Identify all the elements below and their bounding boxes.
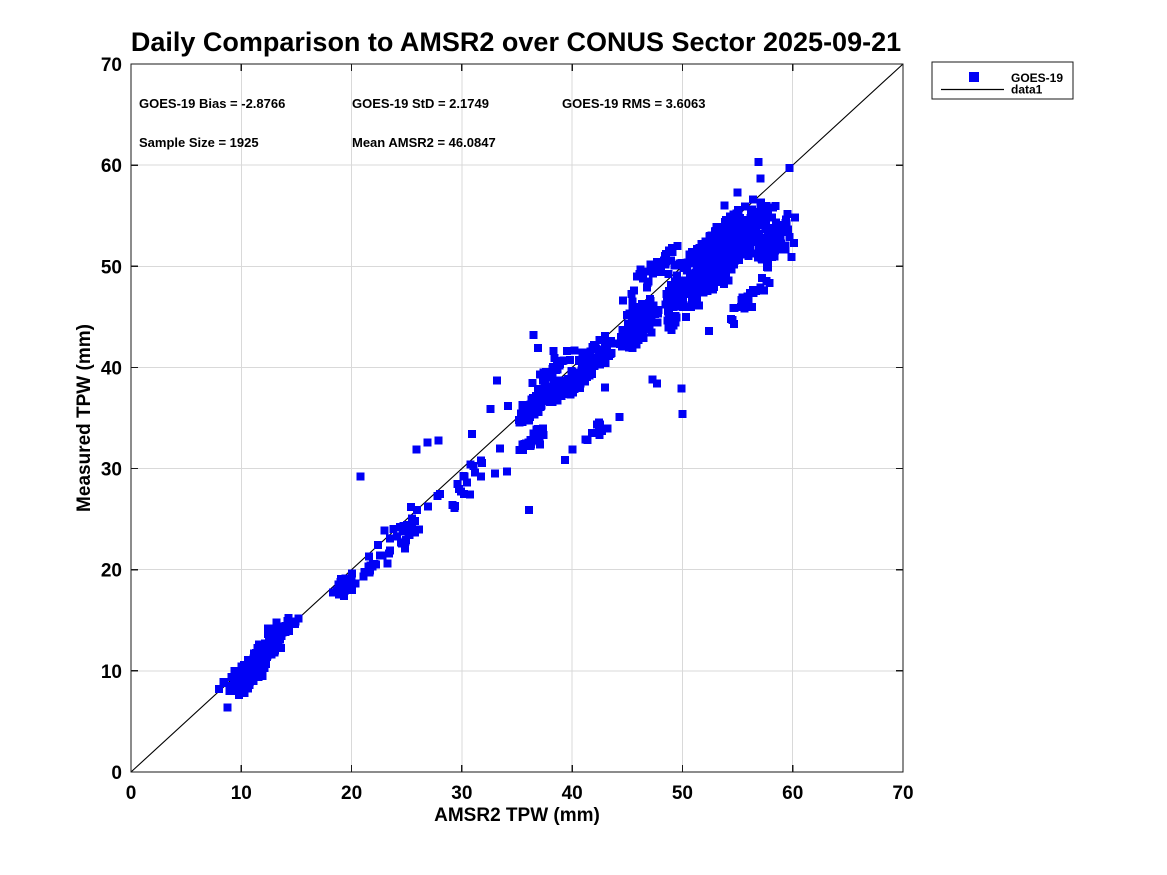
legend-box xyxy=(931,61,1074,100)
svg-text:50: 50 xyxy=(101,257,122,278)
svg-text:70: 70 xyxy=(892,783,913,804)
svg-text:30: 30 xyxy=(451,783,472,804)
svg-text:60: 60 xyxy=(101,156,122,177)
stat-std: GOES-19 StD = 2.1749 xyxy=(352,96,489,111)
x-axis-label: AMSR2 TPW (mm) xyxy=(434,805,600,826)
scatter-layer xyxy=(215,158,799,712)
svg-text:0: 0 xyxy=(111,763,122,784)
svg-text:60: 60 xyxy=(782,783,803,804)
svg-text:0: 0 xyxy=(126,783,137,804)
chart-title: Daily Comparison to AMSR2 over CONUS Sec… xyxy=(131,27,901,57)
svg-text:10: 10 xyxy=(231,783,252,804)
svg-text:20: 20 xyxy=(341,783,362,804)
stat-rms: GOES-19 RMS = 3.6063 xyxy=(562,96,705,111)
legend-label-goes19: GOES-19 xyxy=(1011,71,1063,85)
svg-text:50: 50 xyxy=(672,783,693,804)
legend: GOES-19 data1 xyxy=(931,61,1074,100)
svg-text:10: 10 xyxy=(101,662,122,683)
y-tick-labels: 0 10 20 30 40 50 60 70 xyxy=(101,55,122,784)
svg-text:40: 40 xyxy=(101,358,122,379)
svg-text:20: 20 xyxy=(101,561,122,582)
legend-marker-icon xyxy=(969,72,979,82)
svg-text:40: 40 xyxy=(562,783,583,804)
svg-text:30: 30 xyxy=(101,460,122,481)
svg-text:70: 70 xyxy=(101,55,122,76)
stat-mean-amsr2: Mean AMSR2 = 46.0847 xyxy=(352,135,496,150)
x-tick-labels: 0 10 20 30 40 50 60 70 xyxy=(126,783,914,804)
legend-label-data1: data1 xyxy=(1011,83,1043,97)
stat-sample-size: Sample Size = 1925 xyxy=(139,135,259,150)
plot-box xyxy=(130,63,904,773)
grid-layer xyxy=(131,64,903,772)
y-axis-label: Measured TPW (mm) xyxy=(74,324,95,512)
stat-bias: GOES-19 Bias = -2.8766 xyxy=(139,96,285,111)
